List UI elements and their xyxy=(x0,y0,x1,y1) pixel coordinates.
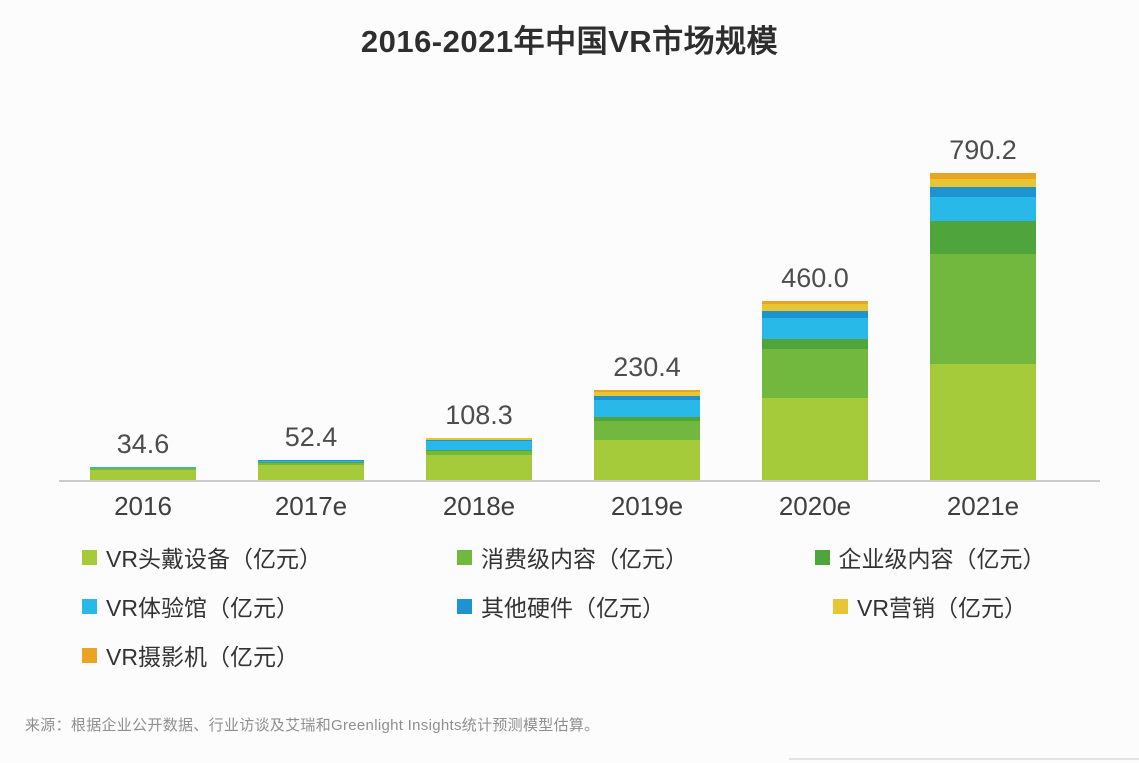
bar-segment-consumer-content xyxy=(762,349,868,399)
legend-item-vr-headset: VR头戴设备（亿元） xyxy=(82,540,457,574)
x-axis-label: 2020e xyxy=(778,491,852,521)
legend-label: VR摄影机（亿元） xyxy=(106,644,299,670)
x-axis-label: 2017e xyxy=(274,491,348,521)
x-axis-label: 2016 xyxy=(114,491,172,521)
bar-segment-vr-experience-hall xyxy=(426,440,532,451)
bar-segment-vr-headset xyxy=(930,364,1036,480)
legend-label: VR营销（亿元） xyxy=(857,595,1027,621)
bar-segment-vr-experience-hall xyxy=(930,197,1036,222)
bar-value-label: 790.2 xyxy=(949,134,1017,165)
legend-swatch-vr-experience-hall xyxy=(82,598,97,614)
bar-segment-other-hardware xyxy=(762,311,868,318)
bar-segment-vr-camera xyxy=(594,390,700,392)
bar-segment-vr-camera xyxy=(762,301,868,305)
legend-label: VR体验馆（亿元） xyxy=(106,595,299,621)
bar-segment-vr-marketing xyxy=(594,391,700,397)
bar-segment-vr-marketing xyxy=(930,179,1036,188)
legend-label: VR头戴设备（亿元） xyxy=(106,546,322,572)
bar-group-2019e: 230.4 xyxy=(563,84,731,480)
x-axis-label: 2021e xyxy=(946,491,1020,521)
bar-group-2018e: 108.3 xyxy=(395,84,563,480)
bar-segment-consumer-content xyxy=(426,451,532,456)
x-axis-label: 2019e xyxy=(610,491,684,521)
bar-value-label: 230.4 xyxy=(613,352,681,383)
bar-segment-vr-headset xyxy=(594,439,700,480)
legend-swatch-vr-headset xyxy=(82,549,97,565)
bottom-divider xyxy=(789,758,1139,760)
legend-item-vr-experience-hall: VR体验馆（亿元） xyxy=(82,589,457,623)
bar-segment-other-hardware xyxy=(930,187,1036,198)
bar-segment-vr-experience-hall xyxy=(594,399,700,418)
plot-area: 34.6 52.4 108.3 230.4 460.0 790.2 xyxy=(59,84,1100,482)
bar-value-label: 34.6 xyxy=(116,428,170,459)
legend-label: 其他硬件（亿元） xyxy=(481,595,665,621)
bar-segment-enterprise-content xyxy=(762,339,868,350)
x-axis-labels: 2016 2017e 2018e 2019e 2020e 2021e xyxy=(59,482,1100,522)
bar-group-2017e: 52.4 xyxy=(227,84,395,480)
legend-swatch-vr-camera xyxy=(82,647,97,663)
stacked-bar xyxy=(90,466,196,480)
legend-swatch-other-hardware xyxy=(457,598,472,614)
bar-segment-consumer-content xyxy=(930,254,1036,365)
bar-segment-vr-marketing xyxy=(762,304,868,312)
source-note: 来源：根据企业公开数据、行业访谈及艾瑞和Greenlight Insights统… xyxy=(25,717,600,734)
bar-segment-vr-headset xyxy=(90,469,196,480)
legend-item-enterprise-content: 企业级内容（亿元） xyxy=(767,540,1093,574)
legend-item-vr-camera: VR摄影机（亿元） xyxy=(82,638,457,672)
bar-segment-consumer-content xyxy=(90,468,196,470)
bar-value-label: 460.0 xyxy=(781,263,849,294)
bar-segment-other-hardware xyxy=(426,439,532,441)
bars-container: 34.6 52.4 108.3 230.4 460.0 790.2 xyxy=(59,84,1100,480)
bar-group-2021e: 790.2 xyxy=(899,84,1067,480)
bar-group-2020e: 460.0 xyxy=(731,84,899,480)
stacked-bar xyxy=(762,301,868,480)
bar-segment-enterprise-content xyxy=(930,221,1036,255)
bar-segment-vr-headset xyxy=(258,465,364,480)
legend: VR头戴设备（亿元） 消费级内容（亿元） 企业级内容（亿元） VR体验馆（亿元） 其他硬… xyxy=(82,540,1139,672)
bar-segment-enterprise-content xyxy=(258,462,364,464)
legend-swatch-vr-marketing xyxy=(833,598,849,614)
legend-item-consumer-content: 消费级内容（亿元） xyxy=(457,540,767,574)
legend-swatch-consumer-content xyxy=(457,549,472,565)
bar-segment-consumer-content xyxy=(258,463,364,466)
bar-segment-vr-headset xyxy=(762,398,868,480)
stacked-bar xyxy=(930,172,1036,480)
bar-segment-enterprise-content xyxy=(426,450,532,452)
legend-label: 企业级内容（亿元） xyxy=(838,546,1046,572)
bar-segment-consumer-content xyxy=(594,420,700,440)
bar-segment-vr-headset xyxy=(426,455,532,480)
legend-item-other-hardware: 其他硬件（亿元） xyxy=(457,589,767,623)
bar-segment-enterprise-content xyxy=(594,417,700,421)
stacked-bar xyxy=(594,390,700,480)
legend-item-vr-marketing: VR营销（亿元） xyxy=(767,589,1093,623)
stacked-bar xyxy=(426,437,532,480)
bar-value-label: 108.3 xyxy=(445,399,513,430)
legend-label: 消费级内容（亿元） xyxy=(481,546,688,572)
stacked-bar xyxy=(258,459,364,480)
bar-group-2016: 34.6 xyxy=(59,84,227,480)
bar-value-label: 52.4 xyxy=(284,421,338,452)
bar-segment-vr-experience-hall xyxy=(258,460,364,463)
bar-segment-vr-marketing xyxy=(426,438,532,440)
x-axis-label: 2018e xyxy=(442,491,516,521)
bar-segment-other-hardware xyxy=(594,396,700,400)
bar-segment-vr-experience-hall xyxy=(90,467,196,468)
chart-title: 2016-2021年中国VR市场规模 xyxy=(360,24,779,59)
legend-swatch-enterprise-content xyxy=(814,549,830,565)
bar-segment-vr-experience-hall xyxy=(762,317,868,340)
bar-segment-vr-camera xyxy=(930,172,1036,180)
